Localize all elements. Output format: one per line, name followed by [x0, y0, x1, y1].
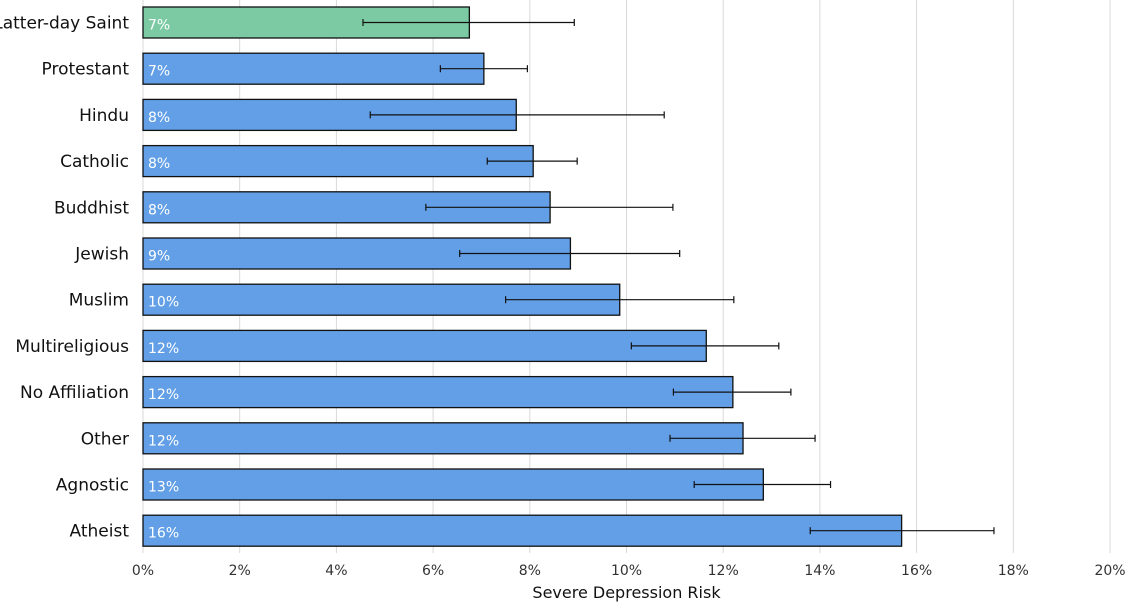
error-bar	[693, 481, 832, 488]
category-label: Other	[81, 429, 129, 449]
error-bar	[486, 157, 578, 165]
x-tick-label: 0%	[132, 563, 154, 579]
error-bar	[505, 296, 735, 304]
bar	[142, 375, 734, 409]
x-tick-label: 6%	[422, 563, 444, 579]
x-tick-label: 20%	[1094, 563, 1125, 579]
error-bar	[362, 19, 575, 26]
data-label: 12%	[148, 387, 179, 403]
data-label: 7%	[148, 64, 170, 80]
category-label: Multireligious	[15, 337, 129, 357]
category-label: Atheist	[70, 522, 130, 542]
x-axis-title: Severe Depression Risk	[532, 583, 721, 602]
gridlines	[142, 0, 1111, 553]
error-bar	[809, 527, 995, 535]
data-label: 13%	[148, 480, 179, 496]
error-bar	[630, 342, 780, 350]
error-bar	[425, 203, 674, 211]
x-tick-label: 12%	[708, 563, 739, 579]
x-tick-label: 8%	[519, 563, 541, 579]
x-tick-label: 4%	[325, 563, 347, 579]
error-bar	[369, 111, 665, 119]
bar	[142, 52, 485, 85]
error-bar	[439, 65, 528, 73]
x-tick-label: 2%	[229, 563, 251, 579]
bar	[142, 468, 764, 501]
error-bar	[672, 388, 792, 396]
x-tick-label: 16%	[901, 563, 932, 579]
bar	[142, 283, 621, 316]
category-label: Protestant	[42, 60, 130, 80]
error-bar	[459, 250, 681, 257]
data-label: 8%	[148, 156, 170, 172]
category-label: Jewish	[74, 245, 129, 265]
category-label: No Affiliation	[20, 383, 129, 403]
bar	[142, 144, 534, 178]
x-tick-label: 18%	[998, 563, 1029, 579]
category-label: Latter-day Saint	[0, 14, 129, 34]
category-label: Buddhist	[54, 198, 129, 218]
category-labels: Latter-day Saint Protestant Hindu Catholic B…	[0, 14, 129, 542]
data-label: 10%	[148, 295, 179, 311]
x-tick-label: 10%	[611, 563, 642, 579]
data-label: 7%	[148, 18, 170, 34]
category-label: Hindu	[79, 106, 129, 126]
data-label: 12%	[148, 433, 179, 449]
data-label: 12%	[148, 341, 179, 357]
bar	[142, 329, 707, 363]
category-label: Muslim	[69, 291, 129, 311]
bar	[142, 514, 903, 547]
bar	[142, 422, 744, 455]
bar	[142, 191, 551, 224]
x-tick-label: 14%	[804, 563, 835, 579]
data-label: 8%	[148, 202, 170, 218]
x-tick-labels: 0% 2% 4% 6% 8% 10% 12% 14% 16% 18% 20%	[132, 563, 1125, 579]
data-label: 16%	[148, 526, 179, 542]
category-label: Catholic	[60, 152, 129, 172]
bars: 7% 7% 8% 8% 8% 9% 10% 12% 12% 12% 13% 16%	[142, 6, 995, 547]
data-label: 8%	[148, 110, 170, 126]
category-label: Agnostic	[56, 476, 129, 496]
error-bar	[669, 434, 816, 442]
data-label: 9%	[148, 249, 170, 265]
